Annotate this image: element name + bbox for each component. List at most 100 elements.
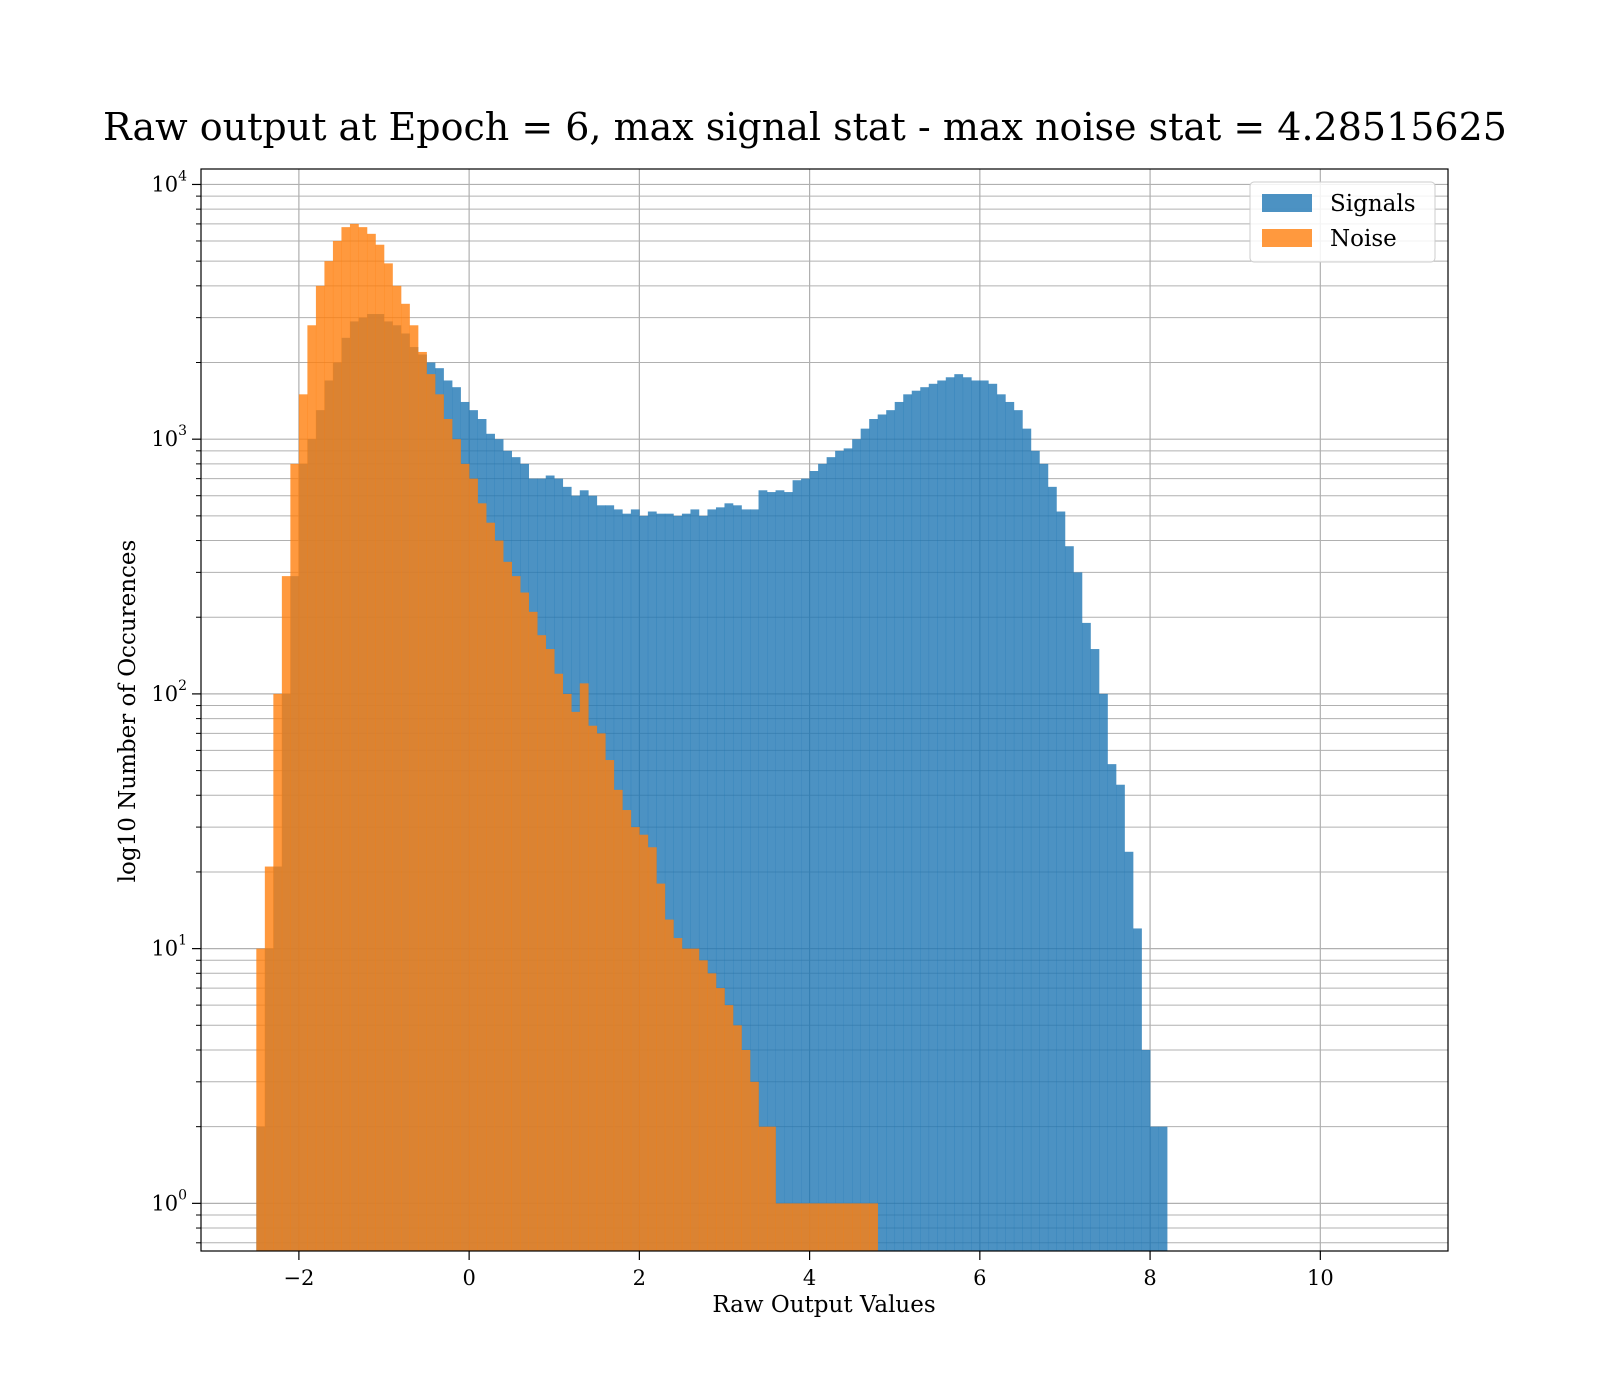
noise-bar: [673, 938, 683, 1251]
noise-bar: [562, 693, 572, 1251]
y-tick-label: 104: [151, 168, 187, 196]
signals-bar: [732, 505, 742, 1251]
signals-bar: [886, 410, 896, 1251]
noise-bar: [605, 760, 615, 1251]
signals-bar: [1056, 511, 1066, 1251]
signals-bar: [835, 450, 844, 1252]
signals-bar: [1064, 546, 1074, 1251]
signals-bar: [818, 463, 827, 1251]
x-tick-label: 2: [633, 1266, 646, 1290]
noise-bar: [630, 827, 640, 1251]
signals-bar: [1005, 401, 1015, 1251]
noise-bar: [767, 1126, 776, 1251]
noise-bar: [775, 1203, 785, 1251]
noise-bar: [869, 1203, 878, 1251]
noise-bar: [375, 244, 385, 1251]
noise-bar: [409, 325, 419, 1251]
y-tick-label: 102: [151, 678, 187, 706]
noise-bar: [511, 576, 521, 1251]
noise-bar: [256, 948, 266, 1251]
y-tick-label: 100: [151, 1187, 187, 1215]
signals-bar: [1081, 622, 1091, 1251]
noise-legend-swatch: [1262, 229, 1312, 247]
noise-bar: [792, 1203, 802, 1251]
noise-bar: [426, 374, 436, 1251]
signals-bar: [1073, 572, 1083, 1251]
noise-bar: [307, 325, 317, 1251]
signals-bar: [715, 507, 725, 1251]
signals-bar: [877, 414, 887, 1251]
y-tick-label: 103: [151, 423, 187, 451]
noise-bar: [732, 1025, 742, 1251]
x-tick-label: 4: [803, 1266, 816, 1290]
signals-bar: [1090, 649, 1100, 1251]
signals-bar: [937, 380, 947, 1252]
noise-bar: [690, 948, 700, 1251]
signals-bar: [690, 509, 700, 1251]
signals-bar: [1022, 428, 1032, 1252]
noise-bar: [656, 883, 666, 1251]
noise-bar: [843, 1203, 853, 1251]
noise-bar: [384, 263, 393, 1251]
noise-bar: [341, 227, 351, 1251]
x-tick-label: 10: [1307, 1266, 1334, 1290]
signals-bar: [928, 383, 938, 1251]
noise-bar: [715, 988, 725, 1251]
noise-bar: [315, 285, 325, 1251]
signals-bar: [920, 387, 930, 1252]
noise-bar: [332, 240, 342, 1251]
signals-bar: [741, 509, 751, 1251]
noise-bar: [324, 261, 334, 1252]
signals-bar: [860, 428, 870, 1252]
signals-bar: [945, 377, 955, 1251]
noise-bar: [281, 576, 291, 1251]
y-tick-label: 101: [151, 933, 187, 961]
chart-title: Raw output at Epoch = 6, max signal stat…: [103, 105, 1507, 149]
noise-bar: [418, 351, 427, 1251]
noise-bar: [622, 810, 632, 1251]
noise-bar: [349, 223, 359, 1251]
x-tick-label: 8: [1143, 1266, 1156, 1290]
noise-bar: [554, 673, 564, 1251]
noise-bar: [520, 592, 530, 1251]
x-axis-label: Raw Output Values: [712, 1292, 935, 1318]
noise-bar: [647, 847, 657, 1251]
noise-bar: [264, 866, 274, 1251]
noise-legend-label: Noise: [1330, 226, 1397, 252]
noise-bar: [528, 611, 538, 1251]
noise-bar: [443, 419, 453, 1251]
noise-bar: [452, 439, 461, 1252]
signals-bar: [1099, 693, 1108, 1251]
signals-bar: [911, 390, 921, 1251]
noise-bar: [579, 683, 589, 1251]
noise-bar: [741, 1049, 751, 1251]
noise-bar: [707, 973, 717, 1251]
signals-bar: [826, 457, 836, 1251]
noise-bar: [826, 1203, 836, 1251]
plot-frame: [200, 168, 1449, 1252]
signals-bar: [758, 490, 768, 1252]
noise-bars: [256, 223, 878, 1252]
signals-bar: [1013, 410, 1023, 1251]
signals-bar: [903, 394, 913, 1251]
signals-bar: [1158, 1126, 1168, 1251]
signals-bar: [801, 478, 810, 1252]
y-axis-ticks: 100 101 102 103 104: [151, 168, 201, 1244]
noise-bar: [273, 693, 283, 1251]
noise-bar: [486, 522, 495, 1251]
signals-bar: [971, 380, 981, 1252]
signals-bar: [707, 509, 717, 1251]
noise-bar: [835, 1203, 844, 1251]
signals-bar: [1047, 486, 1057, 1252]
noise-bar: [613, 789, 623, 1251]
noise-bar: [801, 1203, 810, 1251]
signals-bar: [775, 490, 785, 1252]
signals-bar: [809, 471, 819, 1251]
signals-bar: [767, 492, 776, 1252]
signals-bar: [681, 513, 691, 1251]
signals-bar: [724, 503, 734, 1251]
noise-bar: [758, 1126, 768, 1251]
noise-bar: [435, 394, 444, 1251]
signals-bar: [1039, 463, 1049, 1251]
